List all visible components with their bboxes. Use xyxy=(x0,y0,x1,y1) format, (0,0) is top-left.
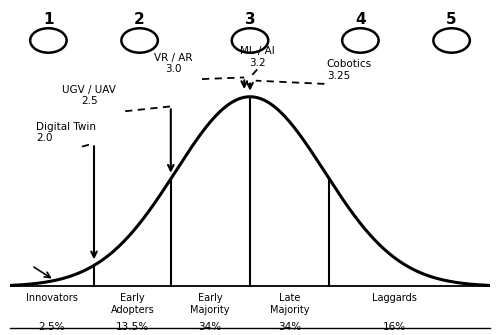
Text: 1: 1 xyxy=(43,12,54,27)
Text: Early
Majority: Early Majority xyxy=(190,293,230,315)
Text: ML / AI
3.2: ML / AI 3.2 xyxy=(240,46,274,68)
Text: 34%: 34% xyxy=(198,322,222,332)
Text: 16%: 16% xyxy=(382,322,406,332)
Text: Digital Twin
2.0: Digital Twin 2.0 xyxy=(36,122,96,143)
Text: Early
Adopters: Early Adopters xyxy=(110,293,154,315)
Text: 4: 4 xyxy=(355,12,366,27)
Text: Cobotics
3.25: Cobotics 3.25 xyxy=(327,59,372,81)
Text: Innovators: Innovators xyxy=(26,293,78,303)
Text: 13.5%: 13.5% xyxy=(116,322,149,332)
Text: 2: 2 xyxy=(134,12,145,27)
Text: 3: 3 xyxy=(244,12,256,27)
Text: 5: 5 xyxy=(446,12,457,27)
Text: 34%: 34% xyxy=(278,322,301,332)
Text: VR / AR
3.0: VR / AR 3.0 xyxy=(154,53,192,74)
Text: Laggards: Laggards xyxy=(372,293,416,303)
Text: 2.5%: 2.5% xyxy=(38,322,65,332)
Text: Late
Majority: Late Majority xyxy=(270,293,309,315)
Text: UGV / UAV
2.5: UGV / UAV 2.5 xyxy=(62,85,116,107)
